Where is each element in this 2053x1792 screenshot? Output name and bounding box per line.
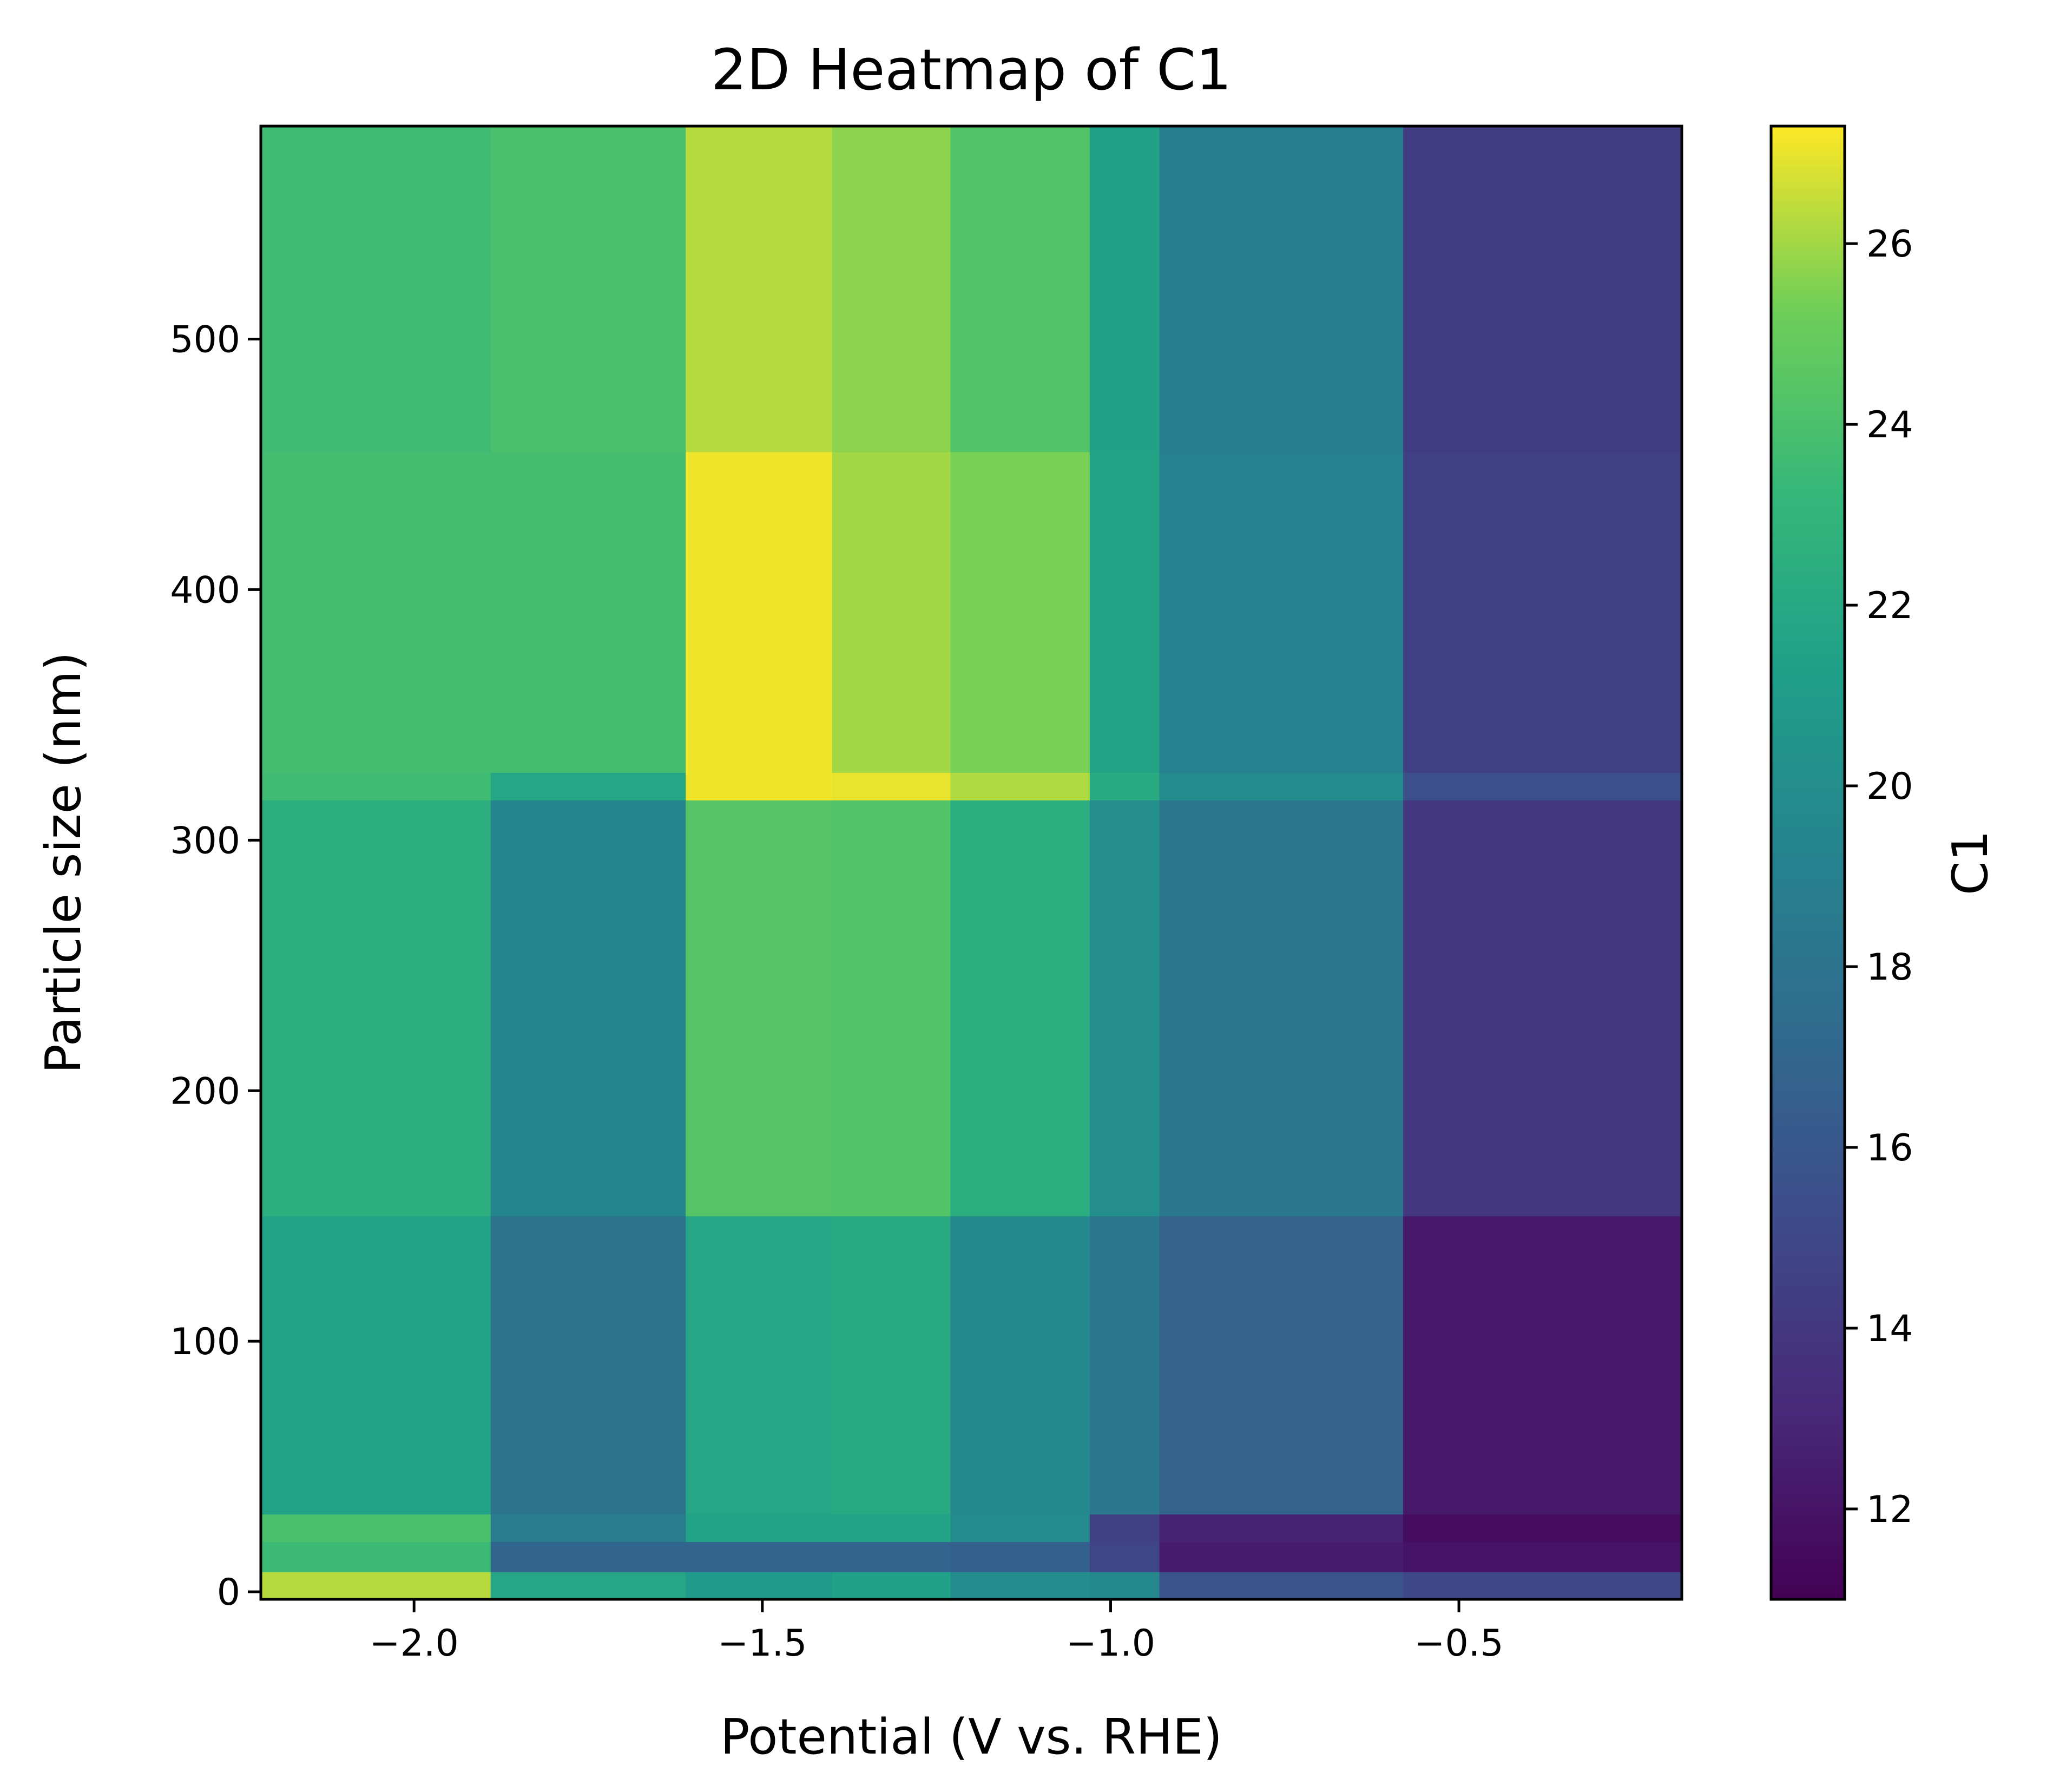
heatmap-cell — [1089, 1541, 1160, 1572]
y-tick-label: 500 — [170, 318, 240, 361]
heatmap-cell — [261, 772, 491, 800]
heatmap-cell — [1403, 1514, 1682, 1542]
heatmap-cell — [490, 1572, 686, 1600]
heatmap-cell — [261, 1216, 491, 1515]
y-axis: 0 100 200 300 400 500 — [170, 318, 261, 1614]
heatmap-cell — [1403, 1541, 1682, 1572]
heatmap-cell — [490, 1541, 686, 1572]
heatmap-cell — [832, 451, 951, 773]
colorbar — [1771, 126, 1845, 1599]
heatmap-cell — [490, 126, 686, 452]
heatmap-cell — [261, 126, 491, 452]
heatmap-cell — [1089, 1572, 1160, 1600]
heatmap-cell — [1159, 1216, 1404, 1515]
heatmap-cell — [832, 1514, 951, 1542]
heatmap-cell — [832, 1216, 951, 1515]
y-tick-label: 300 — [170, 819, 240, 862]
heatmap-cell — [1089, 1514, 1160, 1542]
heatmap-cell — [950, 1216, 1090, 1515]
y-tick-label: 0 — [217, 1571, 240, 1614]
heatmap-cell — [686, 1541, 833, 1572]
heatmap-cell — [950, 772, 1090, 800]
heatmap-cell — [1089, 800, 1160, 1217]
heatmap-cell — [1089, 126, 1160, 452]
colorbar-frame — [1769, 124, 1846, 1601]
heatmap-cell — [1159, 800, 1404, 1217]
colorbar-label: C1 — [1942, 830, 1999, 895]
x-tick-label: −0.5 — [1414, 1622, 1504, 1665]
colorbar-tick-label: 16 — [1866, 1127, 1913, 1170]
y-axis-label: Particle size (nm) — [35, 652, 92, 1073]
heatmap-cell — [1403, 772, 1682, 800]
heatmap-cell — [950, 800, 1090, 1217]
heatmap-cell — [686, 1216, 833, 1515]
heatmap-cell — [490, 772, 686, 800]
y-tick-label: 100 — [170, 1321, 240, 1363]
heatmap-cell — [686, 800, 833, 1217]
heatmap-cell — [261, 1514, 491, 1542]
heatmap-cell — [261, 451, 491, 773]
heatmap-cell — [686, 1514, 833, 1542]
colorbar-tick-label: 26 — [1866, 223, 1913, 266]
colorbar-axis: 12 14 16 18 20 22 24 26 — [1845, 223, 1913, 1531]
heatmap-cell — [1159, 451, 1404, 773]
heatmap-cell — [490, 451, 686, 773]
plot-frame — [259, 124, 1683, 1601]
colorbar-tick-label: 14 — [1866, 1308, 1913, 1350]
heatmap-cell — [950, 1541, 1090, 1572]
x-axis-label: Potential (V vs. RHE) — [720, 1709, 1222, 1765]
heatmap-cell — [1159, 1514, 1404, 1542]
heatmap-cell — [1089, 451, 1160, 773]
x-axis: −2.0 −1.5 −1.0 −0.5 — [370, 1599, 1504, 1665]
heatmap-cell — [686, 126, 833, 452]
colorbar-tick-label: 20 — [1866, 765, 1913, 808]
heatmap-cell — [1403, 1216, 1682, 1515]
heatmap-cell — [686, 1572, 833, 1600]
heatmap-cell — [1403, 1572, 1682, 1600]
colorbar-tick-label: 18 — [1866, 946, 1913, 989]
y-tick-label: 400 — [170, 569, 240, 612]
heatmap-cell — [1089, 772, 1160, 800]
heatmap-cell — [832, 772, 951, 800]
colorbar-tick-label: 24 — [1866, 404, 1913, 447]
x-tick-label: −1.5 — [718, 1622, 807, 1665]
heatmap-cell — [832, 126, 951, 452]
heatmap-cell — [1159, 1572, 1404, 1600]
x-tick-label: −2.0 — [370, 1622, 459, 1665]
heatmap-cell — [490, 1216, 686, 1515]
colorbar-tick-label: 22 — [1866, 585, 1913, 627]
heatmap-cell — [261, 800, 491, 1217]
heatmap-cell — [832, 800, 951, 1217]
heatmap-cell — [1089, 1216, 1160, 1515]
x-tick-label: −1.0 — [1066, 1622, 1155, 1665]
heatmap-cell — [686, 451, 833, 773]
heatmap-cell — [950, 126, 1090, 452]
y-tick-label: 200 — [170, 1070, 240, 1113]
chart-title: 2D Heatmap of C1 — [711, 37, 1232, 103]
heatmap-cell — [1159, 126, 1404, 452]
heatmap-cell — [490, 1514, 686, 1542]
heatmap-cell — [832, 1572, 951, 1600]
heatmap-cell — [1403, 126, 1682, 452]
heatmap-cells — [261, 126, 1682, 1600]
heatmap-cell — [1159, 772, 1404, 800]
heatmap-cell — [261, 1541, 491, 1572]
heatmap-cell — [261, 1572, 491, 1600]
colorbar-tick-label: 12 — [1866, 1488, 1913, 1531]
heatmap-cell — [950, 1514, 1090, 1542]
heatmap-cell — [950, 1572, 1090, 1600]
heatmap-cell — [832, 1541, 951, 1572]
heatmap-cell — [1403, 451, 1682, 773]
heatmap-cell — [950, 451, 1090, 773]
heatmap-cell — [1403, 800, 1682, 1217]
heatmap-cell — [1159, 1541, 1404, 1572]
heatmap-cell — [490, 800, 686, 1217]
heatmap-cell — [686, 772, 833, 800]
